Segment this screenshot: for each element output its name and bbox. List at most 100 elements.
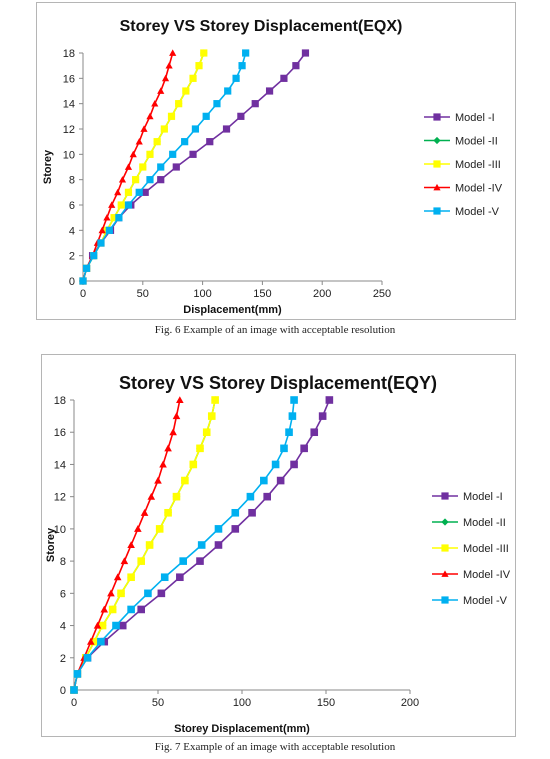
chart-eqx: Storey VS Storey Displacement(EQX)0 50 100… [42, 18, 503, 316]
series-model-iii-point [189, 74, 197, 82]
series-model-v-point [285, 428, 293, 437]
series-model-v-point [271, 460, 280, 469]
series-model-iii-point [98, 621, 107, 630]
series-model-i-point [172, 163, 180, 171]
series-model-iii-point [202, 428, 211, 437]
y-tick-label: 10 [63, 149, 75, 161]
series-model-i-point [251, 100, 259, 108]
series-model-iii-point [207, 412, 216, 420]
series-model-iii-point [137, 557, 145, 565]
series-model-i-point [325, 396, 334, 404]
y-tick-label: 6 [69, 200, 75, 212]
x-tick-label: 150 [253, 288, 271, 300]
legend-marker [441, 518, 449, 526]
series-model-v-point [73, 670, 82, 678]
y-tick-label: 4 [69, 225, 75, 237]
y-tick-label: 16 [54, 427, 66, 439]
series-model-v-point [197, 541, 206, 549]
series-model-iv-point [169, 428, 177, 436]
series-model-v-point [214, 525, 223, 533]
series-model-iv-point [164, 444, 172, 452]
series-model-iv-point [172, 412, 181, 420]
series-model-v [70, 396, 298, 694]
series-model-iii-point [167, 112, 176, 120]
legend-marker [433, 113, 441, 121]
series-model-v-point [231, 508, 240, 517]
series-model-v-point [97, 637, 105, 646]
x-tick-label: 100 [193, 288, 211, 300]
series-model-iv-point [134, 525, 142, 532]
series-model-v-point [242, 49, 250, 57]
legend-label: Model -I [455, 112, 495, 124]
chart-title: Storey VS Storey Displacement(EQY) [119, 373, 437, 393]
y-tick-label: 10 [54, 524, 66, 536]
series-model-iv-point [146, 112, 154, 120]
series-model-i-point [280, 74, 288, 82]
series-model-iv-point [165, 62, 173, 69]
series-model-iv-point [151, 100, 159, 107]
y-tick-label: 14 [54, 459, 66, 471]
series-model-i-point [206, 138, 214, 146]
x-tick-label: 200 [401, 697, 419, 709]
series-model-iv-point [87, 637, 95, 645]
series-model-iii-point [172, 492, 181, 501]
series-model-iv-point [127, 541, 135, 549]
y-tick-label: 18 [63, 48, 75, 60]
y-axis-label: Storey [42, 149, 54, 184]
series-model-i-point [141, 188, 149, 196]
legend-item-model-iii: Model -III [424, 159, 501, 171]
series-model-iv-line [73, 399, 181, 691]
series-model-i-point [137, 605, 145, 614]
series-model-iv-point [129, 150, 137, 158]
legend-item-model-v: Model -V [432, 595, 508, 607]
legend-label: Model -III [463, 543, 509, 555]
series-model-v-point [169, 150, 177, 158]
series-model-v-point [82, 264, 91, 272]
y-tick-label: 12 [54, 492, 66, 504]
series-model-i-point [318, 412, 327, 420]
series-model-v-point [124, 201, 133, 209]
series-model-i-point [310, 428, 319, 437]
legend-marker [441, 596, 449, 604]
series-model-iii-point [110, 214, 118, 222]
legend-item-model-iv: Model -IV [432, 569, 511, 581]
legend-item-model-v: Model -V [424, 206, 500, 218]
series-model-iii-point [90, 637, 98, 646]
series-model-i-point [118, 621, 127, 630]
x-tick-label: 50 [152, 697, 164, 709]
series-model-iv-point [98, 226, 106, 234]
series-model-iv-point [120, 557, 129, 565]
legend-label: Model -IV [455, 183, 503, 195]
legend-item-model-iii: Model -III [432, 543, 509, 555]
series-model-i-point [157, 589, 166, 598]
series-model-iv-point [124, 163, 133, 170]
chart-eqy: Storey VS Storey Displacement(EQY)0 50 100… [45, 373, 511, 735]
series-model-v-point [280, 444, 288, 453]
series-model-v-point [79, 277, 87, 285]
legend-label: Model -IV [463, 569, 511, 581]
series-model-v-point [238, 62, 246, 70]
y-tick-label: 2 [69, 251, 75, 263]
series-model-iii-point [108, 605, 117, 614]
series-model-i [79, 49, 310, 285]
series-model-i-line [82, 52, 307, 282]
series-model-i-point [248, 508, 256, 517]
legend-label: Model -II [463, 517, 506, 529]
series-model-v-point [97, 239, 105, 247]
y-tick-label: 6 [60, 588, 66, 600]
series-model-iii-point [160, 125, 168, 133]
series-model-iii-point [164, 508, 172, 517]
series-model-v-point [290, 396, 298, 404]
series-model-v-point [112, 621, 120, 630]
series-model-i-point [189, 150, 197, 158]
y-tick-label: 4 [60, 621, 66, 633]
series-model-ii [70, 396, 219, 694]
series-model-i-point [176, 573, 184, 582]
series-model-iii-line [73, 399, 216, 691]
series-model-ii-line [73, 399, 216, 691]
legend-label: Model -V [463, 595, 508, 607]
series-model-iii-point [146, 150, 154, 158]
series-model-iii-point [117, 201, 125, 209]
legend-item-model-i: Model -I [432, 491, 503, 503]
series-model-iii-point [189, 460, 198, 469]
